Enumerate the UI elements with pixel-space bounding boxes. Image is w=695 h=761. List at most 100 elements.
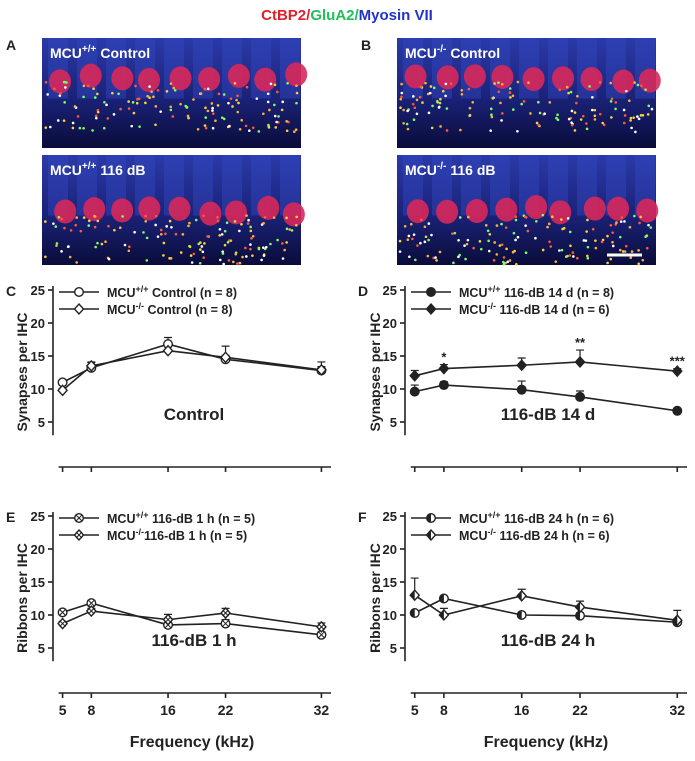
genotype-sup: +/+	[82, 161, 97, 172]
puncta	[576, 256, 579, 260]
puncta	[566, 254, 569, 258]
puncta	[436, 100, 439, 104]
puncta	[427, 238, 430, 242]
puncta	[237, 101, 240, 105]
puncta	[204, 116, 208, 119]
puncta	[570, 123, 574, 127]
y-tick-label: 25	[31, 509, 45, 524]
data-point	[438, 362, 450, 375]
puncta	[480, 247, 483, 251]
puncta	[49, 125, 52, 129]
nucleus	[436, 199, 459, 224]
puncta	[295, 101, 298, 105]
y-tick-label: 15	[383, 349, 397, 364]
puncta	[188, 244, 191, 248]
puncta	[637, 262, 640, 266]
puncta	[285, 227, 289, 231]
nucleus	[465, 199, 488, 224]
puncta	[400, 82, 403, 86]
puncta	[267, 123, 270, 127]
puncta	[611, 231, 614, 234]
puncta	[127, 100, 130, 103]
puncta	[232, 260, 235, 264]
puncta	[629, 119, 632, 122]
marker-cross	[59, 620, 66, 627]
puncta	[156, 235, 160, 238]
puncta	[111, 91, 114, 95]
puncta	[428, 91, 432, 95]
puncta	[169, 108, 173, 112]
puncta	[233, 220, 237, 223]
puncta	[569, 90, 573, 94]
puncta	[96, 110, 100, 114]
x-tick-label: 8	[440, 702, 448, 718]
puncta	[468, 113, 472, 117]
puncta	[568, 230, 572, 234]
legend-marker	[73, 302, 85, 316]
marker-half	[575, 611, 581, 620]
puncta	[269, 242, 272, 246]
puncta	[233, 82, 237, 85]
puncta	[522, 100, 526, 103]
puncta	[492, 259, 496, 262]
puncta	[598, 112, 602, 116]
puncta	[251, 234, 255, 238]
puncta	[405, 122, 409, 126]
puncta	[585, 127, 589, 131]
y-tick-label: 10	[383, 608, 397, 623]
puncta	[267, 126, 271, 129]
puncta	[399, 97, 403, 101]
puncta	[567, 117, 571, 121]
y-axis-label: Ribbons per IHC	[14, 543, 30, 653]
puncta	[246, 222, 250, 225]
puncta	[281, 242, 284, 245]
puncta	[590, 108, 594, 112]
puncta	[134, 84, 137, 88]
puncta	[537, 100, 540, 104]
puncta	[218, 234, 222, 237]
puncta	[222, 93, 226, 96]
title-part: CtBP2/	[261, 7, 311, 24]
puncta	[203, 87, 207, 91]
x-tick-label: 22	[572, 702, 588, 718]
puncta	[250, 237, 253, 240]
puncta	[586, 254, 589, 258]
puncta	[162, 254, 165, 257]
puncta	[500, 119, 503, 122]
puncta	[419, 85, 423, 89]
puncta	[449, 82, 453, 85]
micrograph	[42, 38, 308, 148]
y-tick-label: 25	[31, 283, 45, 298]
chart-label: 116-dB 14 d	[501, 405, 596, 424]
image-label: MCU+/+ Control	[50, 44, 150, 61]
puncta	[606, 261, 609, 265]
nucleus	[406, 199, 429, 224]
puncta	[226, 241, 230, 244]
puncta	[144, 101, 147, 105]
puncta	[560, 218, 563, 221]
marker-shape	[671, 365, 683, 378]
puncta	[55, 244, 58, 247]
puncta	[514, 238, 517, 242]
cell-column	[280, 155, 300, 216]
puncta	[630, 126, 633, 130]
puncta	[415, 98, 419, 102]
micrograph	[397, 155, 659, 266]
puncta	[406, 127, 410, 131]
nucleus	[583, 196, 606, 221]
legend-marker	[425, 528, 437, 542]
puncta	[123, 243, 127, 247]
y-tick-label: 25	[383, 283, 397, 298]
puncta	[465, 242, 469, 246]
puncta	[543, 112, 546, 116]
puncta	[504, 226, 508, 229]
puncta	[272, 216, 276, 219]
puncta	[100, 242, 104, 246]
panel-letter: D	[358, 283, 368, 299]
puncta	[636, 115, 639, 118]
puncta	[257, 130, 261, 133]
puncta	[460, 88, 464, 92]
puncta	[117, 92, 120, 96]
puncta	[576, 94, 579, 98]
puncta	[514, 215, 518, 219]
